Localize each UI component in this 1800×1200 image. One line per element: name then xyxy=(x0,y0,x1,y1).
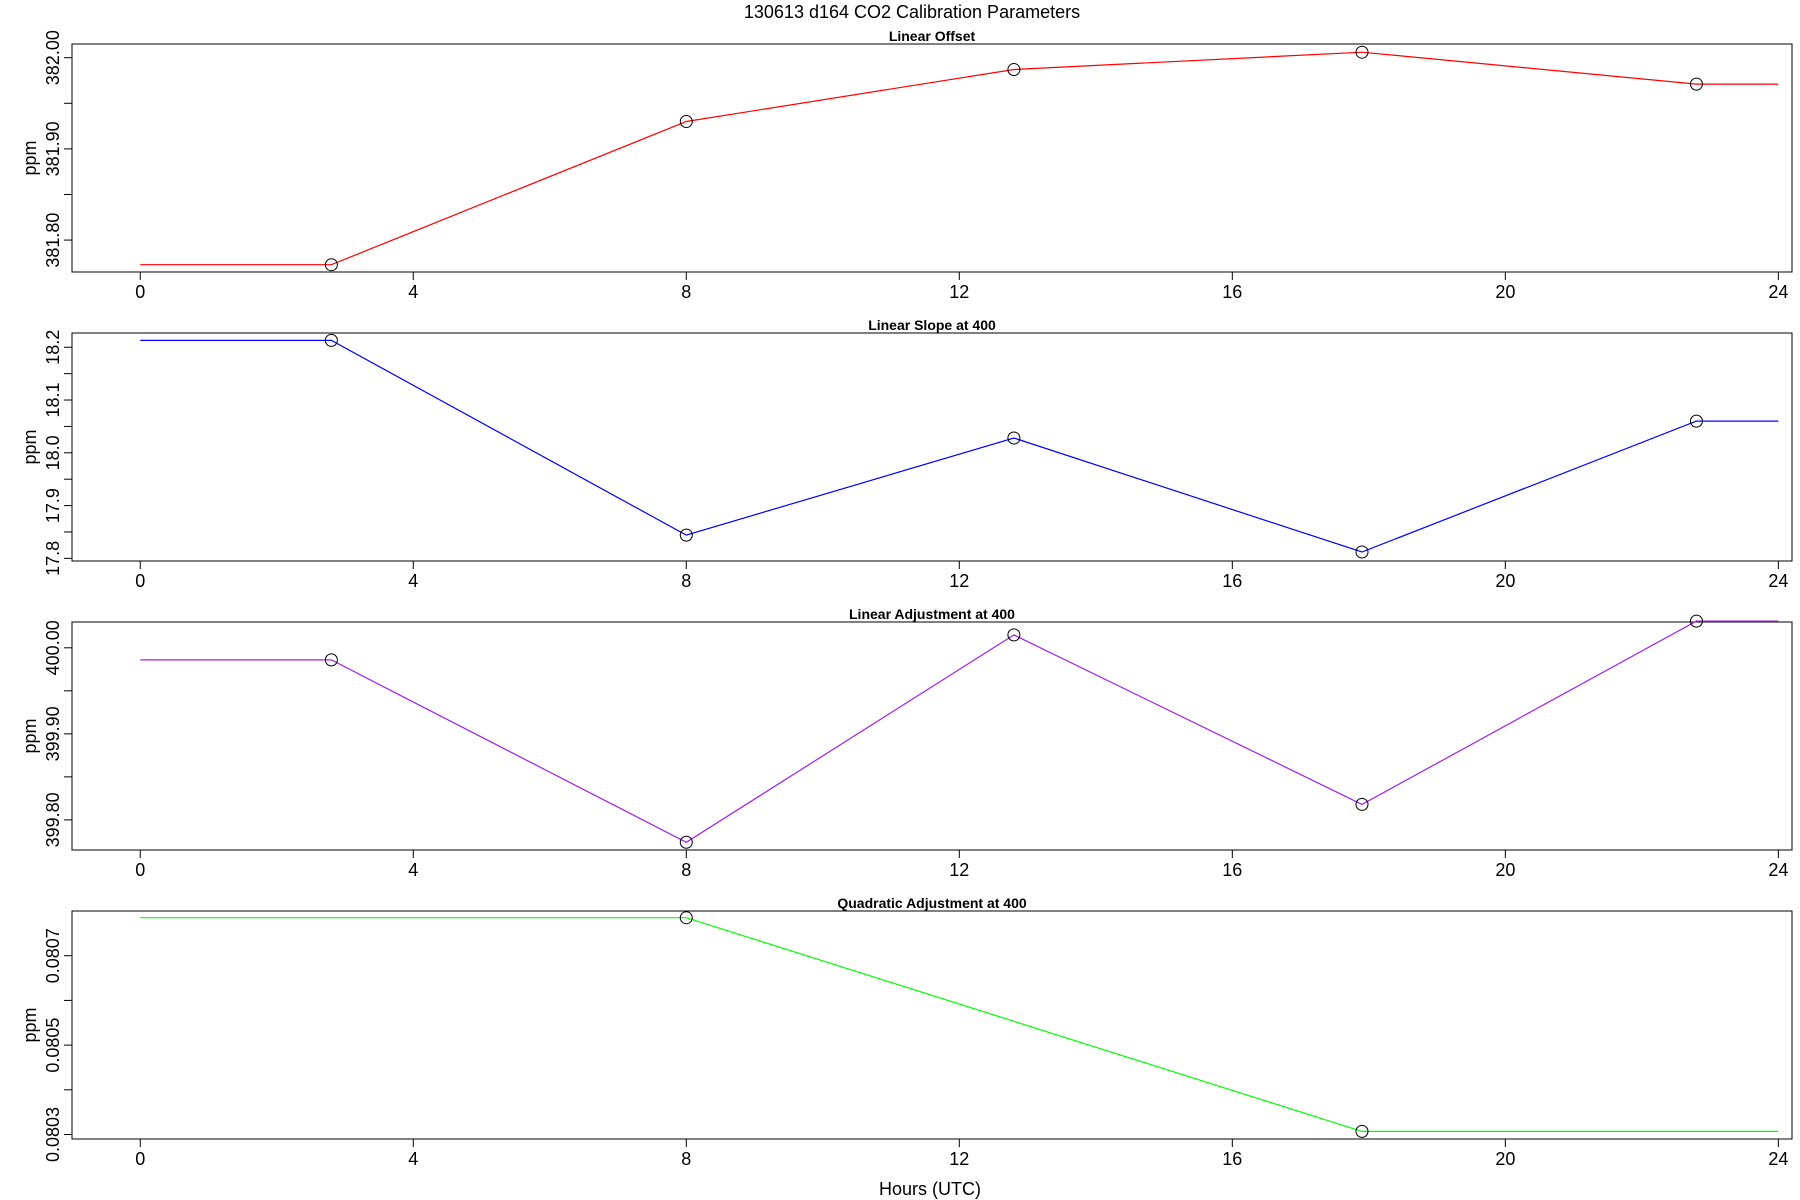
y-axis-label: ppm xyxy=(20,1007,40,1042)
plot-frame xyxy=(71,910,1793,1140)
y-tick-label: 399.80 xyxy=(43,792,63,847)
series-line xyxy=(140,339,1779,553)
x-tick-label: 16 xyxy=(1222,571,1242,591)
y-axis-label: ppm xyxy=(20,140,40,175)
x-tick-label: 8 xyxy=(681,571,691,591)
panel-1: Linear Offset 0 4 8 12 16 20 24 381.80 381.90 382.… xyxy=(20,28,1793,302)
y-tick-label: 18.0 xyxy=(43,435,63,470)
data-point xyxy=(1007,431,1021,445)
plot-frame xyxy=(71,332,1793,562)
data-point xyxy=(1355,797,1369,811)
x-tick-label: 16 xyxy=(1222,1149,1242,1169)
data-point xyxy=(1007,63,1021,77)
data-point xyxy=(1355,545,1369,559)
x-tick-label: 0 xyxy=(135,1149,145,1169)
y-tick-label: 17.9 xyxy=(43,488,63,523)
x-tick-label: 12 xyxy=(949,282,969,302)
data-point xyxy=(1689,414,1703,428)
x-axis-label: Hours (UTC) xyxy=(879,1179,981,1199)
plot-frame xyxy=(71,43,1793,273)
x-tick-label: 16 xyxy=(1222,860,1242,880)
x-tick-label: 12 xyxy=(949,571,969,591)
x-tick-label: 4 xyxy=(408,1149,418,1169)
data-point xyxy=(1355,1124,1369,1138)
y-tick-label: 18.1 xyxy=(43,383,63,418)
x-tick-label: 12 xyxy=(949,860,969,880)
y-tick-label: 399.90 xyxy=(43,706,63,761)
x-tick-label: 20 xyxy=(1495,1149,1515,1169)
data-point xyxy=(324,258,338,272)
data-point xyxy=(1689,614,1703,628)
x-tick-label: 4 xyxy=(408,860,418,880)
x-tick-label: 20 xyxy=(1495,282,1515,302)
y-tick-label: 0.0807 xyxy=(43,928,63,983)
panel-3: Linear Adjustment at 400 0 4 8 12 16 20 24 399.8… xyxy=(20,606,1793,880)
y-tick-label: 381.80 xyxy=(43,213,63,268)
data-point xyxy=(679,115,693,129)
x-tick-label: 20 xyxy=(1495,571,1515,591)
data-point xyxy=(679,528,693,542)
y-tick-label: 381.90 xyxy=(43,121,63,176)
y-tick-label: 0.0805 xyxy=(43,1018,63,1073)
x-tick-label: 8 xyxy=(681,282,691,302)
x-tick-label: 0 xyxy=(135,860,145,880)
panel-title: Quadratic Adjustment at 400 xyxy=(837,895,1027,911)
y-tick-label: 17.8 xyxy=(43,541,63,576)
y-tick-label: 0.0803 xyxy=(43,1107,63,1162)
x-tick-label: 20 xyxy=(1495,860,1515,880)
y-tick-label: 382.00 xyxy=(43,30,63,85)
x-tick-label: 24 xyxy=(1768,1149,1788,1169)
x-tick-label: 24 xyxy=(1768,571,1788,591)
series-line xyxy=(140,51,1779,266)
data-point xyxy=(1007,628,1021,642)
x-tick-label: 12 xyxy=(949,1149,969,1169)
plot-frame xyxy=(71,621,1793,851)
x-tick-label: 0 xyxy=(135,282,145,302)
y-tick-label: 18.2 xyxy=(43,330,63,365)
x-tick-label: 24 xyxy=(1768,860,1788,880)
panel-title: Linear Slope at 400 xyxy=(868,317,996,333)
data-point xyxy=(679,911,693,925)
data-point xyxy=(1355,45,1369,59)
panel-title: Linear Adjustment at 400 xyxy=(849,606,1015,622)
data-point xyxy=(324,333,338,347)
y-axis-label: ppm xyxy=(20,429,40,464)
series-line xyxy=(140,620,1779,843)
data-point xyxy=(1689,77,1703,91)
y-tick-label: 400.00 xyxy=(43,620,63,675)
data-point xyxy=(324,653,338,667)
x-tick-label: 24 xyxy=(1768,282,1788,302)
panel-4: Quadratic Adjustment at 400 0 4 8 12 16 20 24 0.… xyxy=(20,895,1793,1199)
panel-title: Linear Offset xyxy=(889,28,976,44)
x-tick-label: 8 xyxy=(681,1149,691,1169)
x-tick-label: 0 xyxy=(135,571,145,591)
series-line xyxy=(140,917,1779,1133)
x-tick-label: 4 xyxy=(408,282,418,302)
data-point xyxy=(679,835,693,849)
y-axis-label: ppm xyxy=(20,718,40,753)
x-tick-label: 8 xyxy=(681,860,691,880)
panel-2: Linear Slope at 400 0 4 8 12 16 20 24 17.8 17.9 18… xyxy=(20,317,1793,591)
main-title: 130613 d164 CO2 Calibration Parameters xyxy=(744,2,1080,22)
x-tick-label: 16 xyxy=(1222,282,1242,302)
x-tick-label: 4 xyxy=(408,571,418,591)
